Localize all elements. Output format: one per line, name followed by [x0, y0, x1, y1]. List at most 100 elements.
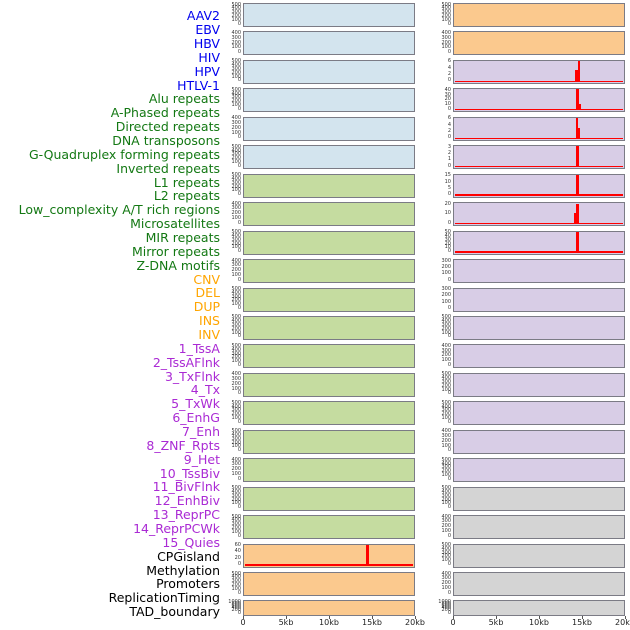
x-axis-tick	[539, 616, 540, 619]
y-tick-label: 500	[231, 286, 241, 292]
y-tick-label: 300	[231, 262, 241, 269]
y-tick-label: 200	[441, 580, 451, 586]
feature-label: Alu repeats	[148, 91, 220, 107]
red-spike	[575, 174, 579, 196]
feature-plot	[243, 515, 415, 540]
feature-label: L1 repeats	[153, 174, 220, 190]
red-baseline	[455, 251, 623, 253]
feature-plot	[453, 401, 625, 426]
y-tick-label: 200	[441, 39, 451, 46]
x-axis-tick-label: 15kb	[572, 618, 592, 627]
y-tick-label: 500	[231, 314, 241, 321]
feature-plot	[243, 59, 415, 84]
y-tick-label: 400	[231, 232, 241, 239]
y-tick-label: 300	[441, 286, 451, 292]
y-tick-label: 300	[441, 9, 451, 16]
feature-label: 11_BivFlnk	[152, 479, 220, 495]
y-tick-label: 400	[441, 488, 451, 495]
y-tick-label: 200	[231, 124, 241, 131]
y-tick-label: 10	[444, 210, 451, 217]
y-tick-label: 0	[237, 305, 241, 311]
y-tick-label: 0	[237, 134, 241, 141]
y-tick-label: 400	[231, 62, 241, 69]
feature-label: Mirror repeats	[131, 243, 220, 259]
y-tick-label: 300	[231, 94, 241, 101]
feature-plot	[453, 145, 625, 170]
y-tick-label: 200	[441, 292, 451, 299]
red-baseline	[455, 222, 623, 225]
y-tick-label: 200	[231, 98, 241, 105]
feature-plot	[243, 287, 415, 312]
feature-label: INV	[198, 326, 220, 342]
y-tick-label: 400	[231, 456, 241, 463]
y-tick-label: 20	[444, 200, 451, 207]
y-tick-label: 100	[441, 442, 451, 449]
y-tick-label: 300	[441, 464, 451, 471]
y-tick-label: 0	[447, 305, 451, 311]
y-tick-label: 500	[441, 485, 451, 492]
y-tick-label: 400	[441, 570, 451, 577]
y-tick-label: 300	[231, 578, 241, 585]
y-tick-label: 100	[231, 16, 241, 23]
y-tick-label: 0	[237, 333, 241, 340]
y-tick-label: 0	[447, 162, 451, 169]
red-baseline	[455, 166, 623, 168]
feature-plot	[453, 3, 625, 27]
y-tick-label: 200	[231, 210, 241, 217]
y-tick-label: 500	[231, 1, 241, 8]
x-axis-tick-label: 0	[450, 618, 456, 627]
feature-plot	[243, 31, 415, 56]
feature-plot	[453, 88, 625, 113]
y-tick-label: 100	[231, 443, 241, 450]
y-tick-label: 200	[231, 240, 241, 247]
feature-plot	[243, 116, 415, 141]
feature-plot	[243, 344, 415, 369]
feature-label: G-Quadruplex forming repeats	[28, 146, 220, 162]
y-tick-label: 200	[441, 468, 451, 475]
x-axis-tick-label: 10kb	[319, 618, 339, 627]
y-tick-label: 400	[231, 29, 241, 36]
feature-label: Methylation	[146, 562, 220, 578]
y-tick-label: 300	[441, 322, 451, 329]
y-tick-label: 600	[441, 602, 451, 609]
feature-label: Low_complexity A/T rich regions	[18, 202, 220, 218]
y-tick-label: 400	[441, 545, 451, 552]
feature-label: MIR repeats	[145, 229, 220, 245]
y-tick-label: 400	[441, 375, 451, 382]
x-axis-tick	[286, 616, 287, 619]
y-tick-label: 500	[231, 229, 241, 236]
feature-plot	[453, 572, 625, 596]
y-tick-label: 400	[441, 342, 451, 349]
y-tick-label: 100	[441, 557, 451, 564]
red-spike	[575, 231, 579, 253]
feature-label: A-Phased repeats	[110, 105, 220, 121]
x-axis-tick	[625, 616, 626, 619]
y-tick-label: 300	[231, 350, 241, 357]
y-tick-label: 0	[447, 248, 451, 255]
red-spike	[574, 213, 577, 225]
y-tick-label: 30	[444, 91, 451, 98]
x-axis-tick-label: 5kb	[278, 618, 294, 627]
y-tick-label: 500	[231, 342, 241, 349]
feature-plot	[453, 429, 625, 454]
y-tick-label: 100	[441, 584, 451, 591]
red-baseline	[455, 109, 623, 111]
y-tick-label: 400	[231, 257, 241, 264]
feature-plot	[243, 600, 415, 616]
y-tick-label: 0	[237, 77, 241, 84]
y-tick-label: 0	[447, 609, 451, 616]
y-tick-label: 200	[441, 437, 451, 444]
y-tick-label: 400	[441, 513, 451, 520]
y-tick-label: 500	[441, 456, 451, 463]
y-tick-label: 200	[231, 581, 241, 588]
y-tick-label: 300	[231, 34, 241, 41]
x-axis-tick	[582, 616, 583, 619]
red-spike	[577, 60, 581, 82]
feature-plot	[243, 145, 415, 170]
y-tick-label: 0	[447, 589, 451, 596]
feature-label: CPGisland	[157, 548, 220, 564]
y-tick-label: 200	[231, 525, 241, 531]
x-axis-tick	[496, 616, 497, 619]
